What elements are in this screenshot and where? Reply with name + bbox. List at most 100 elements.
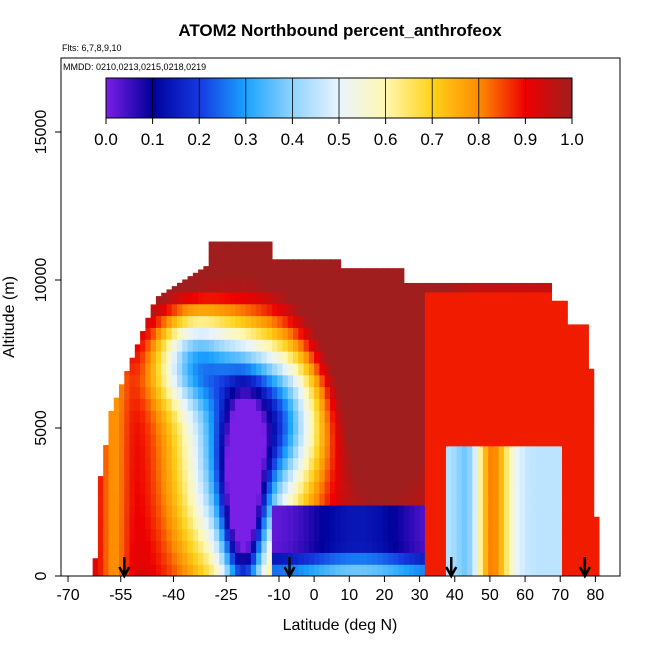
heatmap-cell: [561, 552, 568, 565]
heatmap-cell: [314, 540, 320, 553]
heatmap-cell: [514, 422, 521, 435]
heatmap-cell: [530, 528, 537, 542]
heatmap-cell: [293, 339, 299, 352]
heatmap-cell: [561, 362, 568, 376]
heatmap-cell: [393, 481, 400, 494]
heatmap-cell: [540, 493, 547, 506]
heatmap-cell: [435, 315, 442, 328]
heatmap-cell: [340, 504, 347, 518]
heatmap-cell: [182, 280, 189, 293]
heatmap-cell: [314, 386, 320, 399]
heatmap-cell: [340, 374, 347, 388]
heatmap-cell: [329, 386, 336, 399]
heatmap-cell: [430, 422, 437, 435]
heatmap-cell: [240, 244, 247, 257]
heatmap-cell: [324, 339, 331, 352]
heatmap-cell: [488, 516, 495, 530]
heatmap-cell: [577, 386, 584, 399]
heatmap-cell: [435, 457, 442, 471]
heatmap-cell: [256, 268, 262, 281]
heatmap-cell: [345, 315, 352, 328]
heatmap-cell: [271, 398, 278, 411]
heatmap-cell: [166, 493, 173, 506]
heatmap-cell: [155, 374, 162, 388]
heatmap-cell: [477, 481, 484, 494]
heatmap-cell: [224, 481, 231, 494]
heatmap-cell: [577, 528, 584, 542]
heatmap-cell: [366, 433, 373, 447]
heatmap-cell: [261, 327, 268, 340]
heatmap-cell: [235, 516, 241, 530]
heatmap-cell: [356, 315, 363, 328]
heatmap-cell: [277, 351, 284, 364]
heatmap-cell: [261, 469, 268, 482]
heatmap-cell: [308, 528, 315, 542]
heatmap-cell: [361, 268, 368, 281]
heatmap-cell: [561, 469, 568, 482]
heatmap-cell: [134, 493, 141, 506]
heatmap-cell: [203, 564, 210, 576]
heatmap-cell: [482, 327, 489, 340]
heatmap-cell: [224, 504, 231, 518]
heatmap-cell: [150, 469, 157, 482]
heatmap-cell: [366, 528, 373, 542]
heatmap-cell: [577, 374, 584, 388]
heatmap-cell: [356, 516, 363, 530]
heatmap-cell: [177, 362, 183, 376]
heatmap-cell: [103, 528, 110, 542]
heatmap-cell: [224, 291, 231, 305]
heatmap-cell: [551, 481, 558, 494]
heatmap-cell: [155, 327, 162, 340]
heatmap-cell: [303, 504, 310, 518]
heatmap-cell: [556, 564, 563, 576]
heatmap-cell: [235, 410, 241, 423]
heatmap-cell: [140, 564, 146, 576]
heatmap-cell: [546, 386, 553, 399]
heatmap-cell: [335, 339, 342, 352]
heatmap-cell: [108, 481, 115, 494]
heatmap-cell: [440, 282, 447, 293]
heatmap-cell: [245, 410, 252, 423]
heatmap-cell: [266, 241, 273, 246]
heatmap-cell: [593, 540, 600, 553]
heatmap-cell: [203, 362, 210, 376]
heatmap-cell: [208, 362, 215, 376]
heatmap-cell: [403, 493, 410, 506]
heatmap-cell: [329, 374, 336, 388]
heatmap-cell: [340, 481, 347, 494]
heatmap-cell: [287, 351, 294, 364]
heatmap-cell: [256, 256, 262, 269]
heatmap-cell: [403, 552, 410, 565]
heatmap-cell: [235, 445, 241, 459]
heatmap-cell: [140, 516, 146, 530]
heatmap-cell: [577, 324, 584, 328]
heatmap-cell: [171, 327, 178, 340]
heatmap-cell: [134, 398, 141, 411]
heatmap-cell: [287, 528, 294, 542]
heatmap-cell: [551, 433, 558, 447]
heatmap-cell: [445, 528, 452, 542]
heatmap-cell: [224, 315, 231, 328]
heatmap-cell: [356, 457, 363, 471]
heatmap-cell: [282, 516, 289, 530]
x-tick-label: -25: [215, 587, 238, 604]
heatmap-cell: [493, 504, 500, 518]
heatmap-cell: [298, 493, 305, 506]
heatmap-cell: [414, 339, 421, 352]
heatmap-cell: [445, 282, 452, 293]
heatmap-cell: [282, 504, 289, 518]
heatmap-cell: [477, 327, 484, 340]
heatmap-cell: [382, 351, 389, 364]
colorbar-tick-label: 0.0: [94, 130, 118, 149]
heatmap-cell: [498, 339, 505, 352]
heatmap-cell: [245, 327, 252, 340]
heatmap-cell: [556, 303, 563, 317]
heatmap-cell: [398, 564, 405, 576]
heatmap-cell: [161, 327, 168, 340]
heatmap-cell: [235, 280, 241, 293]
heatmap-cell: [287, 516, 294, 530]
heatmap-cell: [219, 504, 226, 518]
heatmap-cell: [398, 351, 405, 364]
heatmap-cell: [351, 564, 357, 576]
heatmap-cell: [271, 410, 278, 423]
